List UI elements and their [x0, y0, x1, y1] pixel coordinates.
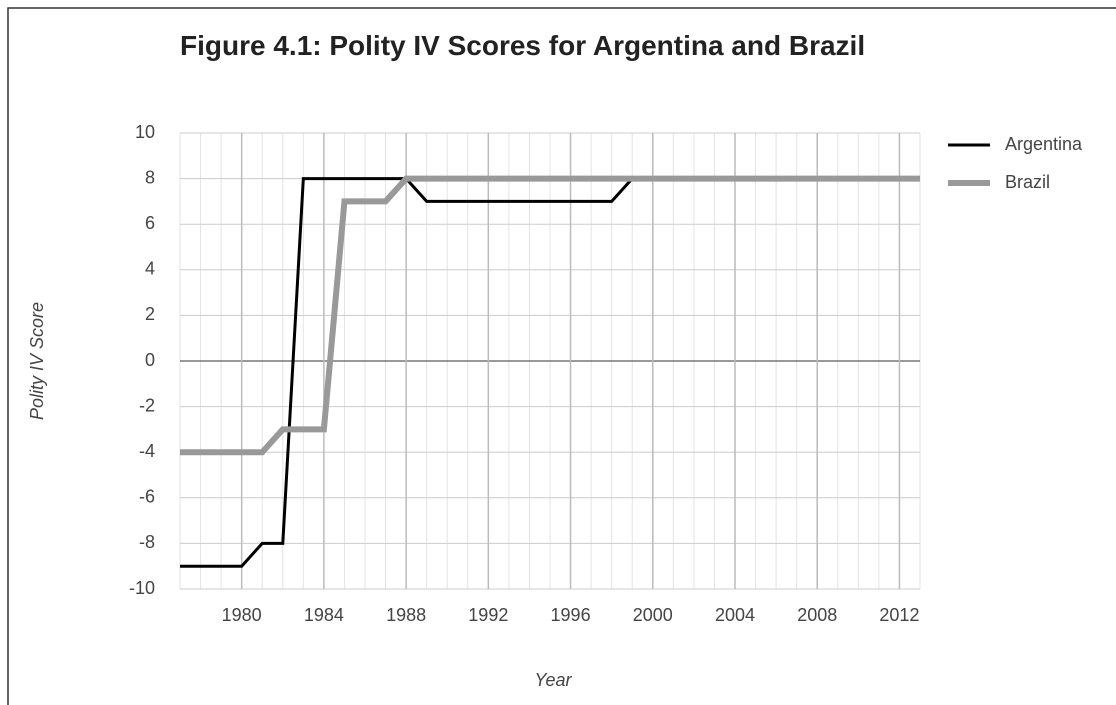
x-tick-label: 2004 — [715, 605, 755, 625]
y-tick-label: -4 — [139, 441, 155, 461]
y-tick-label: -2 — [139, 395, 155, 415]
legend-label: Brazil — [1005, 172, 1050, 192]
y-tick-label: 4 — [145, 259, 155, 279]
legend-label: Argentina — [1005, 134, 1083, 154]
y-axis-label: Polity IV Score — [27, 302, 47, 420]
y-tick-label: 10 — [135, 122, 155, 142]
x-tick-label: 1984 — [304, 605, 344, 625]
y-tick-label: 8 — [145, 167, 155, 187]
series-line — [180, 175, 920, 456]
x-tick-label: 2000 — [633, 605, 673, 625]
x-tick-label: 1996 — [551, 605, 591, 625]
x-tick-label: 2012 — [879, 605, 919, 625]
y-tick-label: -8 — [139, 532, 155, 552]
y-tick-label: -6 — [139, 487, 155, 507]
chart-title: Figure 4.1: Polity IV Scores for Argenti… — [180, 30, 866, 61]
frame — [7, 7, 1116, 705]
y-tick-label: -10 — [129, 578, 155, 598]
y-tick-label: 2 — [145, 304, 155, 324]
y-tick-label: 0 — [145, 350, 155, 370]
x-axis-label: Year — [534, 670, 572, 690]
x-tick-label: 1988 — [386, 605, 426, 625]
x-tick-label: 1980 — [222, 605, 262, 625]
x-tick-label: 2008 — [797, 605, 837, 625]
y-tick-label: 6 — [145, 213, 155, 233]
x-tick-label: 1992 — [468, 605, 508, 625]
